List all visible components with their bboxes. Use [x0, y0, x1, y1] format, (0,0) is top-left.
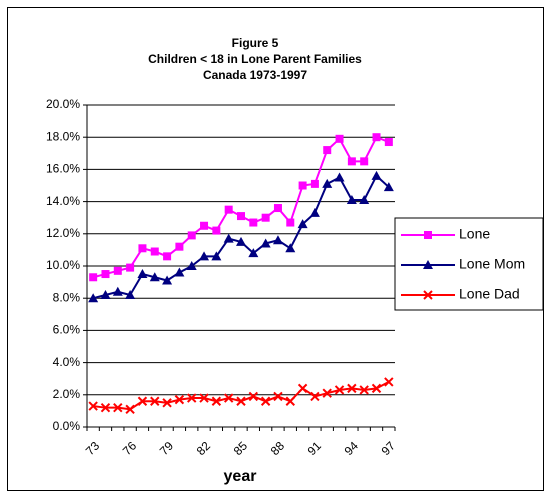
- marker: [224, 205, 233, 214]
- marker: [248, 391, 259, 402]
- y-tick-label: 20.0%: [46, 97, 80, 111]
- marker: [384, 138, 393, 147]
- y-tick-label: 4.0%: [53, 355, 81, 369]
- marker: [125, 289, 136, 299]
- marker: [360, 157, 369, 166]
- marker: [175, 242, 184, 251]
- marker: [187, 393, 197, 403]
- marker: [126, 263, 135, 272]
- marker: [359, 385, 369, 395]
- marker: [137, 396, 148, 406]
- marker: [237, 212, 245, 221]
- chart-title: Children < 18 in Lone Parent Families: [148, 52, 362, 66]
- marker: [138, 244, 147, 253]
- y-tick-label: 6.0%: [53, 323, 81, 337]
- chart-title: Canada 1973-1997: [203, 68, 307, 82]
- marker: [174, 394, 185, 405]
- marker: [334, 385, 345, 395]
- marker: [211, 396, 222, 406]
- y-tick-label: 2.0%: [53, 387, 81, 401]
- marker: [150, 247, 159, 256]
- marker: [384, 377, 394, 387]
- marker: [149, 272, 160, 282]
- legend-label: Lone Dad: [459, 286, 520, 302]
- marker: [273, 391, 283, 402]
- marker: [174, 267, 185, 277]
- marker: [310, 391, 320, 402]
- marker: [163, 252, 172, 261]
- marker: [285, 396, 295, 406]
- marker: [223, 393, 234, 403]
- marker: [101, 270, 110, 279]
- marker: [162, 275, 173, 285]
- marker: [100, 289, 111, 299]
- marker: [260, 396, 271, 406]
- marker: [423, 260, 433, 269]
- marker: [297, 383, 308, 394]
- x-axis-label: year: [224, 468, 257, 485]
- marker: [322, 388, 332, 398]
- marker: [186, 261, 197, 270]
- y-tick-label: 18.0%: [46, 129, 80, 143]
- marker: [371, 170, 382, 180]
- marker: [199, 393, 209, 403]
- marker: [236, 236, 246, 246]
- marker: [162, 398, 172, 408]
- legend-label: Lone Mom: [459, 256, 525, 272]
- marker: [125, 404, 135, 414]
- legend-label: Lone: [459, 226, 490, 242]
- marker: [424, 231, 432, 239]
- marker: [371, 383, 382, 394]
- y-tick-label: 10.0%: [46, 258, 80, 272]
- marker: [261, 213, 270, 222]
- marker: [199, 251, 210, 261]
- marker: [309, 207, 320, 217]
- marker: [298, 181, 307, 190]
- marker: [88, 401, 98, 411]
- marker: [423, 290, 433, 300]
- marker: [248, 248, 259, 258]
- marker: [113, 266, 122, 275]
- marker: [285, 243, 296, 253]
- marker: [260, 238, 271, 248]
- marker: [249, 218, 258, 227]
- marker: [112, 286, 123, 296]
- marker: [323, 146, 332, 155]
- marker: [383, 182, 394, 192]
- marker: [359, 194, 370, 204]
- marker: [100, 402, 111, 413]
- marker: [334, 172, 345, 182]
- marker: [200, 221, 209, 230]
- marker: [236, 396, 246, 406]
- marker: [272, 235, 283, 245]
- marker: [273, 204, 282, 213]
- marker: [113, 402, 123, 413]
- marker: [347, 157, 356, 166]
- y-tick-label: 14.0%: [46, 194, 80, 208]
- marker: [150, 396, 160, 406]
- marker: [88, 293, 99, 303]
- marker: [212, 226, 221, 235]
- marker: [187, 231, 196, 240]
- y-tick-label: 16.0%: [46, 162, 80, 176]
- y-tick-label: 8.0%: [53, 290, 81, 304]
- marker: [223, 233, 234, 243]
- marker: [335, 134, 344, 143]
- marker: [346, 194, 357, 204]
- marker: [89, 273, 98, 282]
- chart-title: Figure 5: [232, 36, 279, 50]
- y-tick-label: 0.0%: [53, 419, 81, 433]
- marker: [310, 179, 319, 188]
- marker: [137, 269, 148, 279]
- marker: [211, 251, 222, 261]
- marker: [297, 219, 308, 229]
- marker: [286, 218, 295, 227]
- marker: [322, 178, 333, 188]
- marker: [372, 133, 381, 142]
- marker: [347, 383, 357, 394]
- y-tick-label: 12.0%: [46, 226, 80, 240]
